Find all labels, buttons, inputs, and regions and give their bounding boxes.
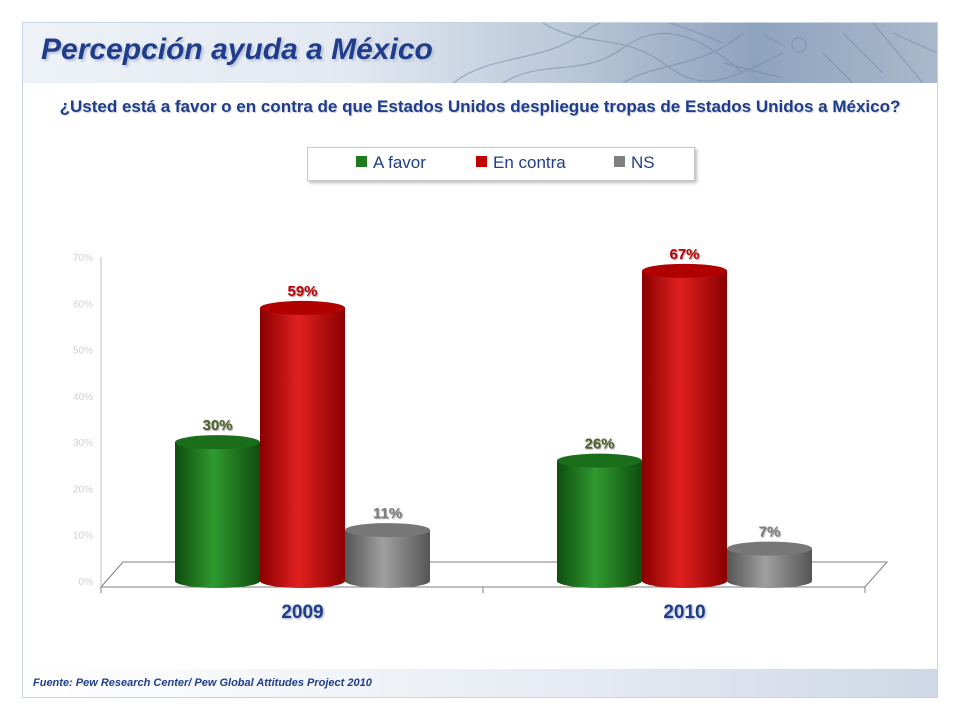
- legend-swatch-red: [476, 156, 487, 168]
- bar-top-2-2010: [727, 541, 812, 556]
- y-tick-label: 30%: [73, 438, 93, 449]
- y-tick-label: 20%: [73, 484, 93, 495]
- footer-bar: Fuente: Pew Research Center/ Pew Global …: [23, 669, 937, 697]
- y-tick-label: 0%: [79, 577, 94, 588]
- bar-top-2-2009: [345, 523, 430, 538]
- legend-label: A favor: [373, 153, 426, 172]
- y-tick-label: 60%: [73, 299, 93, 310]
- bar-top-0-2009: [175, 435, 260, 450]
- y-tick-label: 50%: [73, 346, 93, 357]
- bar-chart: 0% 10% 20% 30% 40% 50% 60% 70% 30% 59% 11% 2009 26% 6…: [73, 246, 889, 623]
- bar-a-favor-2009: [175, 442, 260, 588]
- data-label: 67%: [669, 246, 699, 263]
- legend-label: En contra: [493, 153, 566, 172]
- legend-item-en-contra: En contra: [476, 153, 566, 173]
- bar-en-contra-2009: [260, 307, 345, 588]
- source-note: Fuente: Pew Research Center/ Pew Global …: [33, 677, 372, 689]
- x-category-label: 2009: [281, 602, 323, 623]
- page-title: Percepción ayuda a México: [41, 33, 433, 66]
- legend-label: NS: [631, 153, 655, 172]
- legend-item-a-favor: A favor: [356, 153, 426, 173]
- data-label: 59%: [287, 283, 317, 300]
- data-label: 7%: [759, 524, 781, 541]
- y-tick-label: 10%: [73, 531, 93, 542]
- legend-swatch-green: [356, 156, 367, 168]
- chart-legend: A favor En contra NS: [307, 147, 695, 181]
- header-decoration: [452, 23, 937, 83]
- y-tick-label: 70%: [73, 253, 93, 264]
- bar-top-1-2009: [260, 300, 345, 315]
- slide: Percepción ayuda a México ¿Usted está a …: [22, 22, 938, 698]
- legend-item-ns: NS: [614, 153, 655, 173]
- x-category-label: 2010: [663, 602, 705, 623]
- survey-question: ¿Usted está a favor o en contra de que E…: [59, 97, 901, 116]
- bar-ns-2009: [345, 530, 430, 588]
- data-label: 26%: [584, 436, 614, 453]
- bar-top-1-2010: [642, 263, 727, 278]
- y-tick-label: 40%: [73, 392, 93, 403]
- bar-en-contra-2010: [642, 270, 727, 588]
- bar-ns-2010: [727, 548, 812, 588]
- data-label: 11%: [373, 505, 402, 522]
- bar-top-0-2010: [557, 453, 642, 468]
- data-label: 30%: [202, 417, 232, 434]
- header-banner: Percepción ayuda a México: [23, 23, 937, 83]
- bar-a-favor-2010: [557, 460, 642, 588]
- legend-swatch-gray: [614, 156, 625, 168]
